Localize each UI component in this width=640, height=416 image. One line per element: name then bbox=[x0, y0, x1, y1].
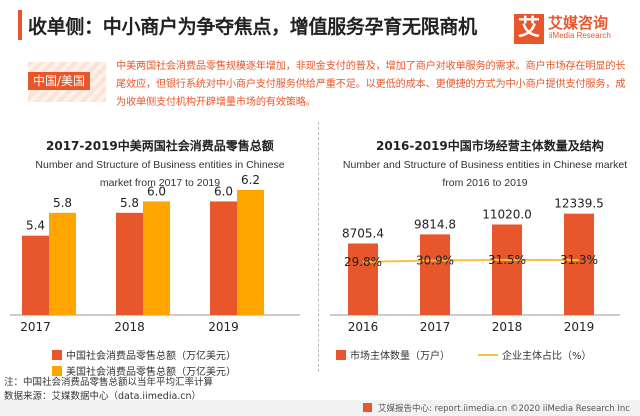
left-chart-subtitle: Number and Structure of Business entitie… bbox=[35, 159, 285, 189]
data-label-entities-2018: 11020.0 bbox=[482, 207, 532, 221]
right-combo-chart: 8705.4 2016 9814.8 2017 11020.0 2018 12339.5 20… bbox=[330, 197, 620, 334]
brand-name-cn: 艾媒咨询 bbox=[548, 14, 609, 32]
x-tick-label-2017: 2017 bbox=[20, 320, 51, 334]
bar-entities-2018 bbox=[492, 224, 522, 315]
legend-swatch-share bbox=[478, 353, 498, 356]
legend-share: 企业主体占比（%） bbox=[478, 347, 592, 362]
x-tick-label-2018: 2018 bbox=[114, 320, 145, 334]
data-label-share-2018: 31.5% bbox=[488, 253, 526, 267]
left-bar-chart: 5.4 5.8 2017 5.8 6.0 2018 6.0 6.2 2019 bbox=[10, 173, 300, 334]
x-tick-label-2018: 2018 bbox=[492, 320, 523, 334]
data-label-entities-2019: 12339.5 bbox=[554, 197, 604, 211]
chart-note: 注：中国社会消费品零售总额以当年平均汇率计算 bbox=[4, 377, 214, 388]
data-label-china-2019: 6.0 bbox=[214, 184, 233, 198]
x-tick-label-2016: 2016 bbox=[348, 320, 379, 334]
x-tick-label-2019: 2019 bbox=[564, 320, 595, 334]
legend-usa: 美国社会消费品零售总额（万亿美元） bbox=[52, 363, 236, 378]
bar-china-2019 bbox=[210, 201, 237, 315]
bar-usa-2017 bbox=[49, 212, 76, 315]
legend-swatch-usa bbox=[52, 365, 62, 376]
legend-label-share: 企业主体占比（%） bbox=[502, 351, 592, 362]
bar-entities-2017 bbox=[420, 234, 450, 315]
legend-entities: 市场主体数量（万户） bbox=[336, 347, 450, 362]
right-chart-subtitle: Number and Structure of Business entitie… bbox=[342, 159, 628, 189]
data-label-share-2016: 29.8% bbox=[344, 255, 382, 269]
legend-label-china: 中国社会消费品零售总额（万亿美元） bbox=[66, 351, 236, 362]
x-tick-label-2019: 2019 bbox=[208, 320, 239, 334]
brand-name-en: iiMedia Research bbox=[549, 31, 611, 40]
footer-text: 艾媒报告中心: report.iimedia.cn ©2020 iiMedia … bbox=[378, 404, 630, 414]
page-title: 收单侧：中小商户为争夺焦点，增值服务孕育无限商机 bbox=[28, 16, 477, 38]
data-label-entities-2017: 9814.8 bbox=[414, 217, 456, 231]
legend-swatch-entities bbox=[336, 349, 346, 360]
data-label-usa-2019: 6.2 bbox=[241, 173, 260, 187]
data-label-share-2019: 31.3% bbox=[560, 253, 598, 267]
data-label-entities-2016: 8705.4 bbox=[342, 226, 384, 240]
x-tick-label-2017: 2017 bbox=[420, 320, 451, 334]
footer-bar: 艾媒报告中心: report.iimedia.cn ©2020 iiMedia … bbox=[0, 400, 640, 416]
data-source: 数据来源：艾媒数据中心（data.iimedia.cn） bbox=[4, 391, 202, 402]
bar-china-2017 bbox=[22, 235, 49, 315]
bar-entities-2016 bbox=[348, 243, 378, 315]
bar-china-2018 bbox=[116, 212, 143, 315]
bar-entities-2019 bbox=[564, 213, 594, 315]
intro-text: 中美两国社会消费品零售规模逐年增加，非现金支付的普及，增加了商户对收单服务的需求… bbox=[116, 61, 626, 108]
data-label-usa-2017: 5.8 bbox=[53, 196, 72, 210]
data-label-china-2018: 5.8 bbox=[120, 196, 139, 210]
data-label-usa-2018: 6.0 bbox=[147, 184, 166, 198]
legend-label-usa: 美国社会消费品零售总额（万亿美元） bbox=[66, 367, 236, 378]
region-tag: 中国/美国 bbox=[28, 72, 90, 90]
data-label-share-2017: 30.9% bbox=[416, 254, 454, 268]
share-line bbox=[362, 258, 580, 263]
brand-logo-icon: 艾 bbox=[514, 14, 544, 44]
bar-usa-2019 bbox=[237, 190, 264, 315]
legend-china: 中国社会消费品零售总额（万亿美元） bbox=[52, 347, 236, 362]
footer-logo-icon bbox=[363, 403, 372, 412]
data-label-china-2017: 5.4 bbox=[26, 219, 45, 233]
legend-swatch-china bbox=[52, 349, 62, 360]
chart-divider bbox=[318, 122, 319, 372]
legend-label-entities: 市场主体数量（万户） bbox=[350, 351, 450, 362]
title-accent-bar bbox=[18, 10, 22, 40]
left-chart-title: 2017-2019中美两国社会消费品零售总额 bbox=[46, 139, 274, 153]
right-chart-title: 2016-2019中国市场经营主体数量及结构 bbox=[376, 139, 604, 153]
bar-usa-2018 bbox=[143, 201, 170, 315]
